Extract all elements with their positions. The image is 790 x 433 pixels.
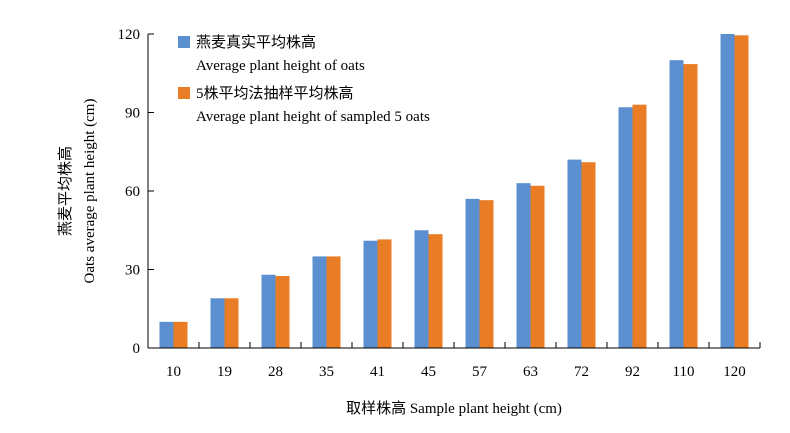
bar-real-45	[414, 230, 429, 348]
bar-real-92	[618, 107, 633, 349]
x-tick-label-57: 57	[472, 364, 488, 380]
bar-sampled-45	[428, 234, 443, 348]
bar-real-10	[159, 321, 174, 348]
x-axis-label: 取样株高 Sample plant height (cm)	[346, 400, 562, 417]
bar-sampled-57	[479, 200, 494, 348]
legend-swatch-real	[178, 36, 190, 48]
y-axis-label-en: Oats average plant height (cm)	[82, 99, 98, 284]
y-tick-label-90: 90	[125, 106, 140, 122]
x-tick-label-28: 28	[268, 364, 283, 380]
x-tick-label-72: 72	[574, 364, 589, 380]
bars-group	[159, 34, 749, 349]
bar-real-57	[465, 198, 480, 348]
bar-sampled-63	[530, 185, 545, 348]
bar-real-63	[516, 183, 531, 348]
x-tick-label-120: 120	[723, 364, 746, 380]
legend-label-sampled-en: Average plant height of sampled 5 oats	[196, 109, 430, 125]
bar-real-72	[567, 159, 582, 348]
bar-real-28	[261, 274, 276, 348]
bar-real-35	[312, 256, 327, 348]
legend: 燕麦真实平均株高 Average plant height of oats 5株…	[178, 33, 430, 125]
x-tick-label-41: 41	[370, 364, 385, 380]
bar-sampled-10	[173, 321, 188, 348]
x-tick-label-92: 92	[625, 364, 640, 380]
y-axis-label-cn: 燕麦平均株高	[57, 146, 74, 236]
y-tick-label-60: 60	[125, 184, 140, 200]
x-tick-label-35: 35	[319, 364, 334, 380]
x-tick-label-110: 110	[673, 364, 695, 380]
bar-sampled-72	[581, 162, 596, 348]
y-tick-label-30: 30	[125, 263, 140, 279]
y-ticks-group: 0 30 60 90 120	[118, 27, 154, 357]
bar-sampled-41	[377, 239, 392, 348]
bar-sampled-92	[632, 104, 647, 349]
bar-real-120	[720, 34, 735, 348]
bar-sampled-28	[275, 276, 290, 348]
axes-group	[147, 34, 760, 349]
legend-label-real-en: Average plant height of oats	[196, 58, 365, 74]
bar-real-110	[669, 60, 684, 349]
y-tick-label-120: 120	[118, 27, 141, 43]
legend-swatch-sampled	[178, 87, 190, 99]
bar-sampled-120	[734, 35, 749, 348]
bar-sampled-19	[224, 298, 239, 348]
x-tick-label-10: 10	[166, 364, 181, 380]
y-tick-label-0: 0	[133, 341, 141, 357]
x-tick-label-45: 45	[421, 364, 436, 380]
x-ticks-group: 10 19 28 35 41 45 57 63 72 92 110 120	[147, 342, 761, 380]
bar-real-41	[363, 240, 378, 348]
bar-sampled-110	[683, 64, 698, 348]
bar-sampled-35	[326, 256, 341, 348]
legend-label-sampled-cn: 5株平均法抽样平均株高	[196, 85, 354, 102]
legend-label-real-cn: 燕麦真实平均株高	[196, 33, 316, 51]
bar-real-19	[210, 298, 225, 348]
x-tick-label-63: 63	[523, 364, 538, 380]
x-tick-label-19: 19	[217, 364, 232, 380]
